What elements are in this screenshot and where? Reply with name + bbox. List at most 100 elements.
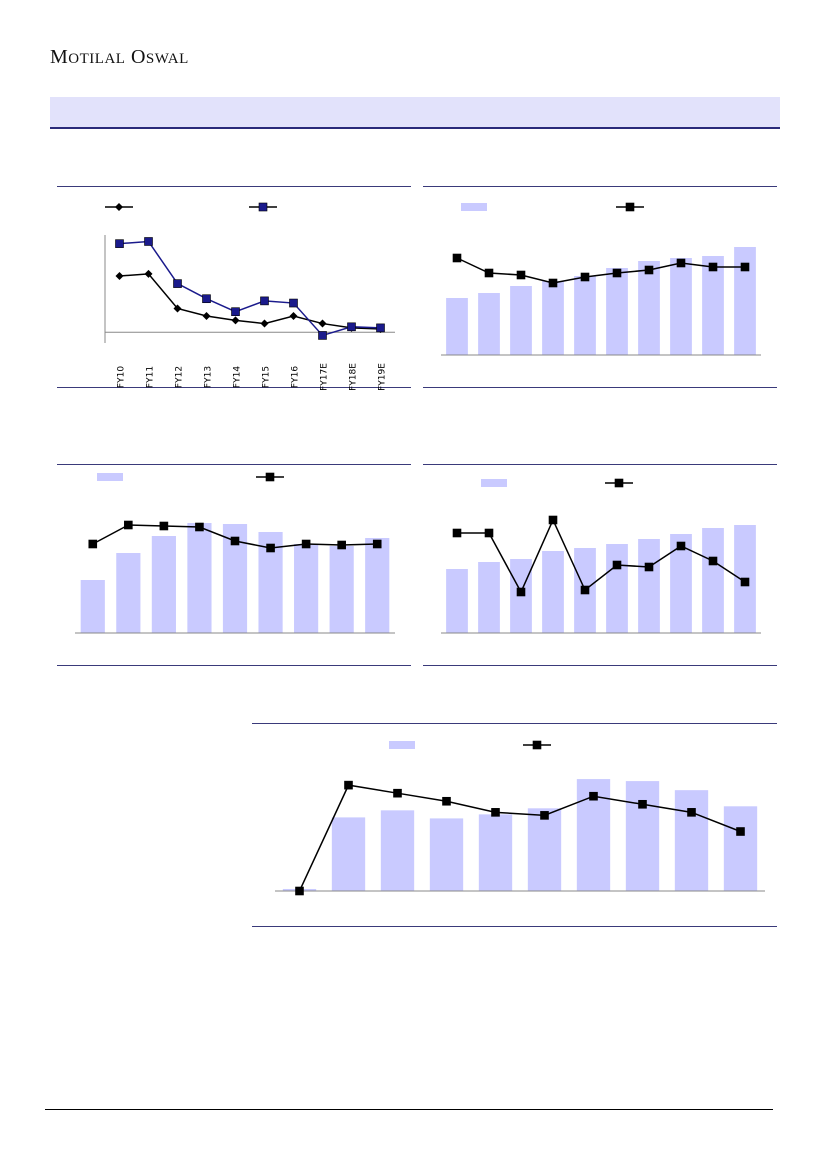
chart-1-series-2-point: [202, 294, 211, 304]
chart-5-bar: [723, 806, 758, 891]
chart-panel-1: FY10 FY11 FY12 FY13 FY14 FY15 FY16 FY17E FY18E FY…: [57, 186, 411, 391]
chart-1-svg: FY10 FY11 FY12 FY13 FY14 FY15 FY16 FY17E FY18E FY…: [104, 202, 395, 391]
chart-1-series-2-point: [376, 323, 385, 333]
chart-5-bar: [429, 818, 464, 891]
chart-5-bar: [331, 817, 366, 891]
chart-1-legend-2-marker: [258, 202, 268, 212]
chart-4-svg: [441, 478, 761, 634]
chart-1-series-1-point: [173, 304, 182, 313]
chart-5-bar: [625, 781, 660, 891]
chart-1-series-2-point: [115, 239, 124, 248]
chart-5-line-point: [393, 788, 402, 798]
chart-5-line-point: [540, 811, 549, 820]
chart-5-bar: [527, 808, 562, 891]
chart-4-legend-bars: [481, 479, 507, 487]
chart-4-line-point: [580, 585, 590, 595]
chart-5-line-point: [442, 796, 451, 806]
chart-4-bar: [702, 528, 724, 633]
chart-1-series-1-point: [289, 312, 298, 320]
chart-4-bar: [478, 562, 500, 633]
chart-1-series-2-line: [119, 240, 381, 337]
chart-panel-2: [423, 186, 777, 388]
chart-1-series-1-point: [318, 319, 327, 328]
chart-5-line: [298, 784, 741, 892]
chart-4-bar: [638, 539, 660, 633]
chart-3-line-point: [195, 522, 204, 532]
chart-panel-5: [252, 723, 777, 927]
chart-5-svg: [275, 740, 765, 896]
chart-1-x-tick: FY17E: [320, 363, 330, 391]
chart-5-line-point: [295, 886, 304, 896]
chart-3-bar: [294, 544, 319, 633]
chart-5-line-point: [687, 808, 696, 817]
chart-5-line-point: [736, 827, 745, 836]
chart-1-series-1-point: [144, 269, 153, 278]
chart-4-legend-line-marker: [614, 478, 624, 488]
chart-3-bar: [365, 538, 390, 633]
chart-3-line-point: [372, 539, 382, 549]
chart-5-legend-bars: [389, 741, 415, 749]
chart-3-line-point: [337, 540, 346, 550]
chart-4-line-point: [708, 556, 718, 566]
chart-4-line-point: [516, 587, 526, 597]
brand-rest-1: OTILAL: [68, 51, 126, 67]
chart-2-bar: [542, 281, 564, 355]
chart-1-x-tick: FY10: [117, 366, 127, 388]
chart-4-bar: [542, 551, 564, 633]
brand-initial-2: O: [130, 46, 146, 68]
chart-3-line-point: [301, 539, 311, 549]
chart-1-series-2-point: [289, 298, 298, 308]
chart-5-bar: [380, 810, 415, 891]
chart-5-legend-line-marker: [532, 740, 542, 750]
footer-rule: [45, 1109, 773, 1110]
chart-2-line-point: [516, 270, 526, 280]
section-header-band: [50, 97, 780, 129]
chart-2-line-point: [676, 258, 686, 268]
chart-2-bar: [510, 286, 532, 355]
chart-2-line-point: [548, 278, 558, 288]
chart-1-x-tick: FY12: [175, 366, 185, 388]
chart-2-line-point: [612, 268, 622, 278]
chart-1-series-1-line: [119, 273, 381, 330]
chart-1-series-2-point: [347, 322, 356, 332]
brand-rest-2: SWAL: [145, 51, 189, 67]
chart-2-bar: [446, 298, 468, 355]
chart-3-bar: [187, 523, 212, 633]
chart-4-line-point: [484, 528, 494, 538]
chart-2-line-point: [580, 272, 590, 282]
chart-2-bar: [670, 258, 692, 355]
chart-4-bar: [670, 534, 692, 633]
chart-1-series-2-point: [231, 307, 240, 316]
chart-5-line-point: [491, 808, 500, 817]
chart-2-bar: [478, 293, 500, 355]
chart-3-legend-bars: [97, 473, 123, 481]
chart-1-x-tick: FY13: [204, 366, 214, 388]
chart-2-bar: [574, 276, 596, 355]
chart-1-x-tick: FY16: [291, 366, 301, 388]
chart-1-series-1-point: [115, 272, 124, 281]
chart-1-x-tick: FY15: [262, 366, 272, 388]
chart-3-line-point: [159, 521, 169, 531]
chart-1-series-2-point: [260, 296, 269, 306]
chart-1-series-1-point: [202, 312, 211, 320]
chart-panel-3: [57, 464, 411, 666]
chart-1-series-1-point: [260, 319, 269, 328]
chart-3-bar: [329, 546, 354, 633]
chart-1-x-tick: FY18E: [349, 363, 359, 391]
chart-3-bar: [116, 553, 141, 633]
chart-2-bar: [702, 256, 724, 355]
chart-5-line-point: [589, 791, 598, 801]
chart-3-legend-line-marker: [265, 472, 275, 482]
chart-2-line-point: [740, 262, 750, 272]
chart-2-bar: [734, 247, 756, 355]
chart-5-bar: [478, 814, 513, 891]
chart-3-line-point: [230, 536, 240, 546]
chart-3-line-point: [88, 539, 98, 549]
chart-1-x-tick: FY14: [233, 366, 243, 388]
chart-2-legend-bars: [461, 203, 487, 211]
chart-4-line-point: [452, 528, 462, 538]
chart-3-line-point: [266, 543, 275, 553]
chart-4-line-point: [676, 541, 686, 551]
chart-3-svg: [75, 472, 395, 634]
chart-1-series-1-point: [231, 316, 240, 325]
